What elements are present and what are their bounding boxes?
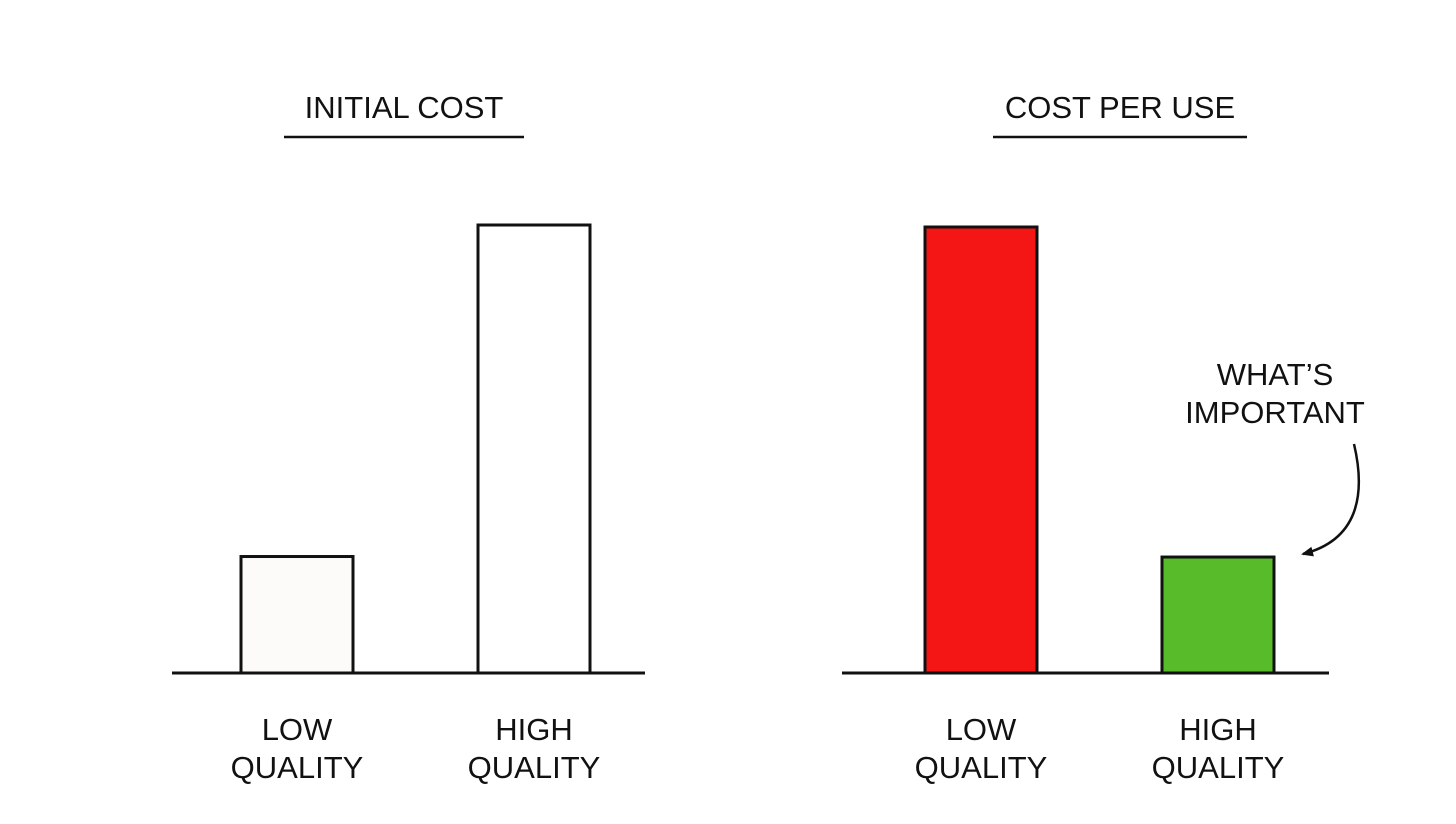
category-label: LOW QUALITY (915, 712, 1048, 785)
category-label: LOW QUALITY (231, 712, 364, 785)
bar-2 (1160, 555, 1276, 675)
category-label-line: QUALITY (231, 750, 364, 785)
category-label-line: QUALITY (1152, 750, 1285, 785)
category-label: HIGH QUALITY (1152, 712, 1285, 785)
annotation-arrow (1301, 443, 1361, 557)
bar-2 (476, 223, 592, 675)
annotation-text: WHAT’S IMPORTANT (1185, 357, 1365, 430)
chart-title: COST PER USE (1005, 90, 1235, 125)
annotation-line: IMPORTANT (1185, 395, 1365, 430)
bar-1 (923, 225, 1039, 675)
category-label-line: HIGH (1179, 712, 1257, 747)
category-label-line: LOW (262, 712, 333, 747)
category-label-line: QUALITY (468, 750, 601, 785)
chart-title: INITIAL COST (305, 90, 504, 125)
annotation-line: WHAT’S (1217, 357, 1334, 392)
category-label: HIGH QUALITY (468, 712, 601, 785)
category-label-line: QUALITY (915, 750, 1048, 785)
category-label-line: HIGH (495, 712, 573, 747)
category-label-line: LOW (946, 712, 1017, 747)
bar-1 (239, 555, 355, 675)
